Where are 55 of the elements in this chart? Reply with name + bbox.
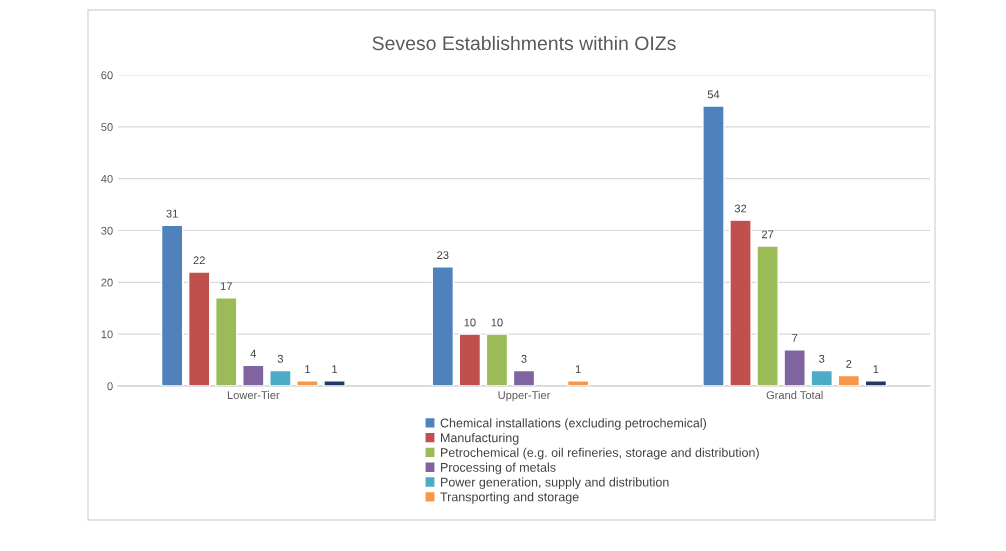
data-label: 3 xyxy=(521,354,527,363)
bar xyxy=(296,380,319,386)
bar xyxy=(485,333,509,386)
data-label: 10 xyxy=(491,318,503,327)
data-label: 3 xyxy=(819,354,825,363)
legend-label: Petrochemical (e.g. oil refineries, storage and distribution) xyxy=(441,447,759,460)
bar xyxy=(729,219,752,386)
legend-label: Processing of metals xyxy=(441,462,556,475)
data-label: 54 xyxy=(707,90,720,99)
data-label: 32 xyxy=(734,204,747,213)
bar xyxy=(566,380,590,386)
bar xyxy=(458,333,482,386)
data-label: 3 xyxy=(277,354,283,363)
bar xyxy=(187,271,211,386)
bar xyxy=(702,105,725,386)
y-tick-label: 60 xyxy=(101,71,113,80)
data-label: 31 xyxy=(166,209,178,218)
bar xyxy=(837,374,861,386)
data-label: 10 xyxy=(464,318,476,327)
bar xyxy=(810,369,833,386)
y-tick-label: 20 xyxy=(101,278,113,287)
data-label: 7 xyxy=(792,334,798,342)
y-tick-label: 10 xyxy=(101,330,113,339)
bar xyxy=(512,369,536,386)
legend-label: Manufacturing xyxy=(441,433,519,445)
legend-label: Transporting and storage xyxy=(440,492,579,504)
x-tick-label: Upper-Tier xyxy=(498,390,551,402)
data-label: 1 xyxy=(332,365,338,373)
bar xyxy=(864,380,888,386)
data-label: 27 xyxy=(761,230,774,239)
legend-label: Power generation, supply and distribution xyxy=(441,477,669,490)
bar xyxy=(431,266,455,386)
bar xyxy=(783,349,806,386)
legend-label: Chemical installations (excluding petrochemical) xyxy=(440,418,707,430)
data-label: 4 xyxy=(250,349,257,358)
y-tick-label: 40 xyxy=(101,174,113,183)
y-tick-label: 30 xyxy=(101,226,113,235)
data-label: 17 xyxy=(220,282,232,291)
x-tick-label: Lower-Tier xyxy=(227,390,280,400)
x-tick-label: Grand Total xyxy=(766,390,823,400)
bar xyxy=(323,380,346,386)
data-label: 1 xyxy=(873,365,879,373)
data-label: 23 xyxy=(437,251,449,260)
bar xyxy=(242,364,265,386)
bar xyxy=(269,369,292,386)
bar xyxy=(160,224,184,386)
data-label: 1 xyxy=(305,365,311,373)
data-label: 22 xyxy=(193,256,205,265)
bar xyxy=(215,297,238,386)
y-tick-label: 50 xyxy=(101,123,113,131)
data-label: 1 xyxy=(575,365,581,373)
y-tick-label: 0 xyxy=(107,382,113,391)
bar xyxy=(756,245,779,386)
chart-title: Seveso Establishments within OIZs xyxy=(372,35,676,51)
data-label: 2 xyxy=(846,360,852,368)
